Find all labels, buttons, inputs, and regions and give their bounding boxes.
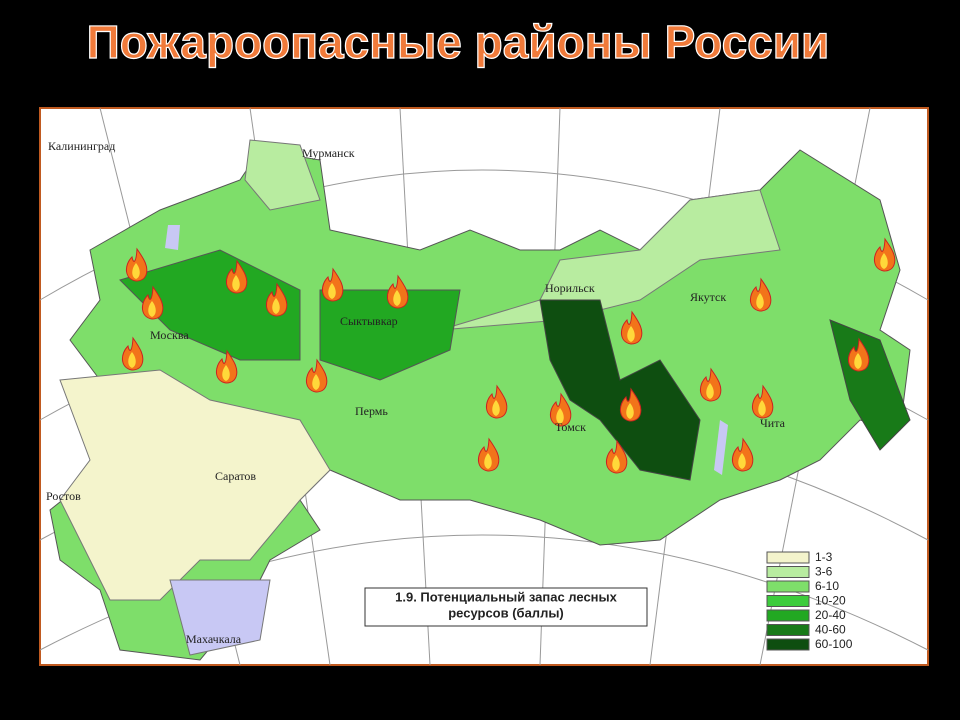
legend-swatch	[766, 595, 810, 607]
caption-line: ресурсов (баллы)	[448, 605, 564, 620]
fire-core	[132, 263, 140, 279]
caption: 1.9. Потенциальный запас лесных ресурсов…	[364, 587, 648, 627]
legend-swatch	[766, 609, 810, 622]
legend-label: 3-6	[815, 565, 833, 579]
slide-title: Пожароопасные районы России	[87, 16, 830, 68]
city-label: Мурманск	[302, 146, 355, 160]
caspian-sea	[169, 579, 271, 656]
legend-label: 1-3	[815, 550, 833, 564]
legend-label: 6-10	[815, 579, 839, 593]
city-label: Саратов	[215, 469, 256, 483]
legend-swatch	[766, 624, 810, 636]
region-light-green	[439, 189, 781, 331]
legend-swatch	[766, 638, 810, 651]
legend-label: 40-60	[815, 623, 846, 637]
fire-core	[148, 301, 156, 317]
region-light	[59, 369, 331, 601]
city-label: Ростов	[46, 489, 81, 503]
fire-core	[484, 453, 492, 469]
legend-label: 20-40	[815, 608, 846, 622]
legend-swatch	[766, 566, 810, 578]
map	[39, 107, 929, 666]
fire-core	[612, 455, 620, 471]
city-label: Махачкала	[186, 632, 242, 646]
lake-baikal	[714, 420, 728, 475]
legend-label: 60-100	[815, 637, 853, 651]
fire-core	[758, 400, 766, 416]
city-label: Томск	[555, 420, 586, 434]
fire-core	[556, 408, 564, 424]
region-dark	[119, 249, 301, 361]
region-darkest	[539, 299, 701, 481]
fire-core	[854, 353, 862, 369]
fire-core	[738, 453, 746, 469]
fire-icons	[122, 237, 896, 474]
fire-core	[706, 383, 714, 399]
city-labels: Калининград Мурманск Норильск Якутск Москва С…	[46, 139, 786, 646]
fire-core	[328, 283, 336, 299]
legend-label: 10-20	[815, 594, 846, 608]
city-label: Калининград	[48, 139, 115, 153]
fire-core	[393, 290, 401, 306]
lake	[165, 225, 180, 250]
region-dark	[319, 289, 461, 381]
fire-core	[626, 403, 634, 419]
city-label: Чита	[760, 416, 786, 430]
fire-core	[272, 298, 280, 314]
fire-core	[128, 352, 136, 368]
fire-core	[222, 365, 230, 381]
fire-core	[312, 374, 320, 390]
fire-core	[492, 400, 500, 416]
city-label: Москва	[150, 328, 189, 342]
city-label: Пермь	[355, 404, 388, 418]
fire-core	[627, 326, 635, 342]
kola	[244, 139, 321, 211]
fire-core	[756, 293, 764, 309]
caption-box	[364, 587, 648, 627]
legend-swatch	[766, 551, 810, 564]
city-label: Норильск	[545, 281, 595, 295]
fire-core	[232, 275, 240, 291]
fire-core	[880, 253, 888, 269]
caption-line: 1.9. Потенциальный запас лесных	[395, 589, 618, 604]
city-label: Якутск	[690, 290, 726, 304]
city-label: Сыктывкар	[340, 314, 398, 328]
legend-swatch	[766, 580, 810, 593]
